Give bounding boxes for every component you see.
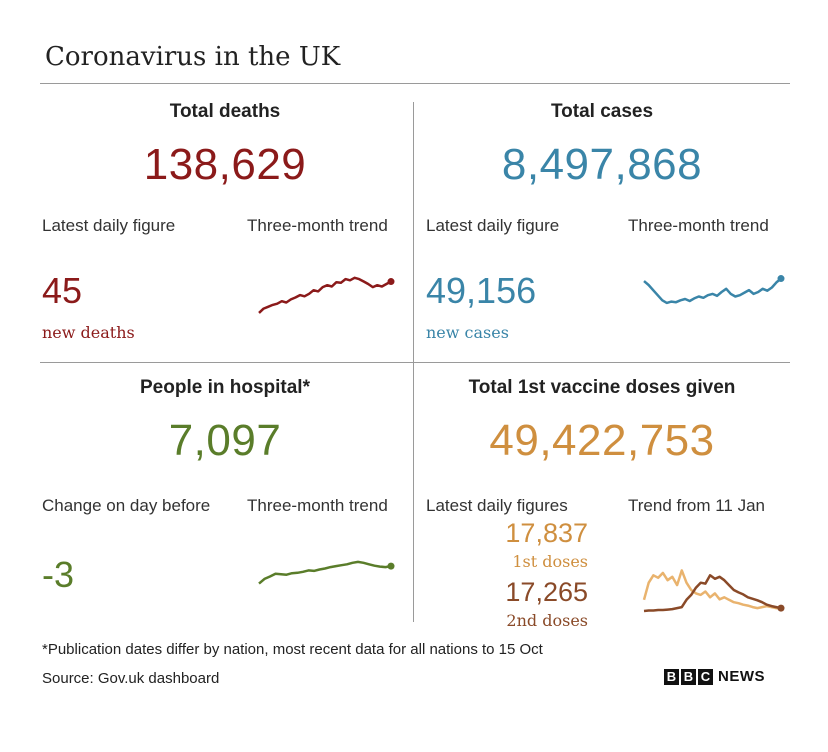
hospital-trend-chart (258, 560, 395, 585)
hospital-heading: People in hospital* (140, 377, 310, 398)
cases-trend-chart (643, 275, 785, 305)
cases-daily-label: Latest daily figure (426, 216, 560, 235)
bbc-news-logo: B B C NEWS (664, 668, 765, 685)
cases-trend-line (643, 277, 782, 305)
cases-trend-label: Three-month trend (628, 216, 769, 235)
hospital-trend-line (258, 560, 392, 585)
hospital-total: 7,097 (168, 416, 282, 465)
deaths-heading: Total deaths (169, 101, 281, 122)
cases-trend-end-dot (777, 275, 785, 283)
vaccine-total: 49,422,753 (489, 416, 715, 465)
vaccine-first-unit: 1st doses (512, 552, 588, 571)
vaccine-second-doses-line (643, 574, 782, 613)
vaccine-second-value: 17,265 (505, 577, 588, 607)
hospital-trend-end-dot (387, 562, 395, 570)
title-divider (40, 83, 790, 84)
deaths-total: 138,629 (143, 140, 307, 189)
bbc-block-b1: B (664, 668, 679, 685)
deaths-trend-end-dot (387, 278, 395, 286)
page-title: Coronavirus in the UK (45, 42, 341, 72)
deaths-daily-value: 45 (42, 270, 83, 311)
deaths-trend-chart (258, 276, 395, 314)
vaccine-first-value: 17,837 (505, 518, 588, 548)
cases-heading: Total cases (550, 101, 654, 122)
vaccine-second-unit: 2nd doses (506, 611, 588, 630)
hospital-trend-label: Three-month trend (247, 496, 388, 515)
deaths-daily-label: Latest daily figure (42, 216, 176, 235)
source-note: Source: Gov.uk dashboard (42, 670, 220, 687)
vaccine-first-doses-line (642, 569, 782, 610)
hospital-daily-label: Change on day before (42, 496, 211, 515)
hospital-daily-value: -3 (42, 554, 75, 595)
vaccine-second-doses-end-dot (777, 604, 785, 612)
cases-daily-unit: new cases (426, 323, 509, 342)
deaths-trend-label: Three-month trend (247, 216, 388, 235)
vaccine-heading: Total 1st vaccine doses given (468, 377, 736, 398)
bbc-news-text: NEWS (718, 668, 765, 685)
vaccine-trend-label: Trend from 11 Jan (628, 496, 766, 515)
vaccine-trend-chart (642, 569, 785, 613)
horizontal-divider (40, 362, 790, 363)
cases-daily-value: 49,156 (426, 270, 537, 311)
deaths-daily-unit: new deaths (42, 323, 135, 342)
cases-total: 8,497,868 (501, 140, 703, 189)
bbc-block-b2: B (681, 668, 696, 685)
deaths-trend-line (258, 276, 392, 314)
bbc-blocks: B B C (664, 668, 713, 685)
publication-footnote: *Publication dates differ by nation, mos… (42, 641, 543, 658)
bbc-block-c: C (698, 668, 713, 685)
vaccine-daily-label: Latest daily figures (426, 496, 568, 515)
